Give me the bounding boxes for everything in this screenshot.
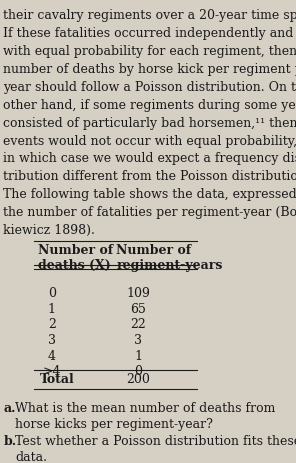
- Text: their cavalry regiments over a 20-year time span.: their cavalry regiments over a 20-year t…: [3, 9, 296, 22]
- Text: deaths (X): deaths (X): [38, 259, 110, 272]
- Text: 109: 109: [126, 287, 150, 300]
- Text: the number of fatalities per regiment-year (Bort-: the number of fatalities per regiment-ye…: [3, 206, 296, 219]
- Text: with equal probability for each regiment, then the: with equal probability for each regiment…: [3, 45, 296, 58]
- Text: tribution different from the Poisson distribution.: tribution different from the Poisson dis…: [3, 170, 296, 183]
- Text: The following table shows the data, expressed as: The following table shows the data, expr…: [3, 188, 296, 201]
- Text: in which case we would expect a frequency dis-: in which case we would expect a frequenc…: [3, 152, 296, 165]
- Text: 1: 1: [48, 302, 56, 315]
- Text: horse kicks per regiment-year?: horse kicks per regiment-year?: [15, 418, 213, 431]
- Text: data.: data.: [15, 450, 47, 463]
- Text: events would not occur with equal probability,: events would not occur with equal probab…: [3, 135, 296, 148]
- Text: 3: 3: [48, 334, 56, 347]
- Text: >4: >4: [43, 365, 61, 378]
- Text: year should follow a Poisson distribution. On the: year should follow a Poisson distributio…: [3, 81, 296, 94]
- Text: 0: 0: [134, 365, 142, 378]
- Text: Number of: Number of: [116, 244, 191, 257]
- Text: Total: Total: [40, 373, 74, 386]
- Text: What is the mean number of deaths from: What is the mean number of deaths from: [15, 402, 276, 415]
- Text: 3: 3: [134, 334, 142, 347]
- Text: 22: 22: [131, 318, 146, 331]
- Text: 65: 65: [131, 302, 146, 315]
- Text: If these fatalities occurred independently and: If these fatalities occurred independent…: [3, 27, 294, 40]
- Text: 200: 200: [126, 373, 150, 386]
- Text: 4: 4: [48, 350, 56, 363]
- Text: 2: 2: [48, 318, 56, 331]
- Text: 0: 0: [48, 287, 56, 300]
- Text: kiewicz 1898).: kiewicz 1898).: [3, 224, 95, 237]
- Text: regiment-years: regiment-years: [116, 259, 223, 272]
- Text: other hand, if some regiments during some years: other hand, if some regiments during som…: [3, 99, 296, 112]
- Text: Test whether a Poisson distribution fits these: Test whether a Poisson distribution fits…: [15, 435, 296, 448]
- Text: a.: a.: [3, 402, 16, 415]
- Text: consisted of particularly bad horsemen,¹¹ then the: consisted of particularly bad horsemen,¹…: [3, 117, 296, 130]
- Text: Number of: Number of: [38, 244, 113, 257]
- Text: number of deaths by horse kick per regiment per: number of deaths by horse kick per regim…: [3, 63, 296, 76]
- Text: 1: 1: [134, 350, 142, 363]
- Text: b.: b.: [3, 435, 17, 448]
